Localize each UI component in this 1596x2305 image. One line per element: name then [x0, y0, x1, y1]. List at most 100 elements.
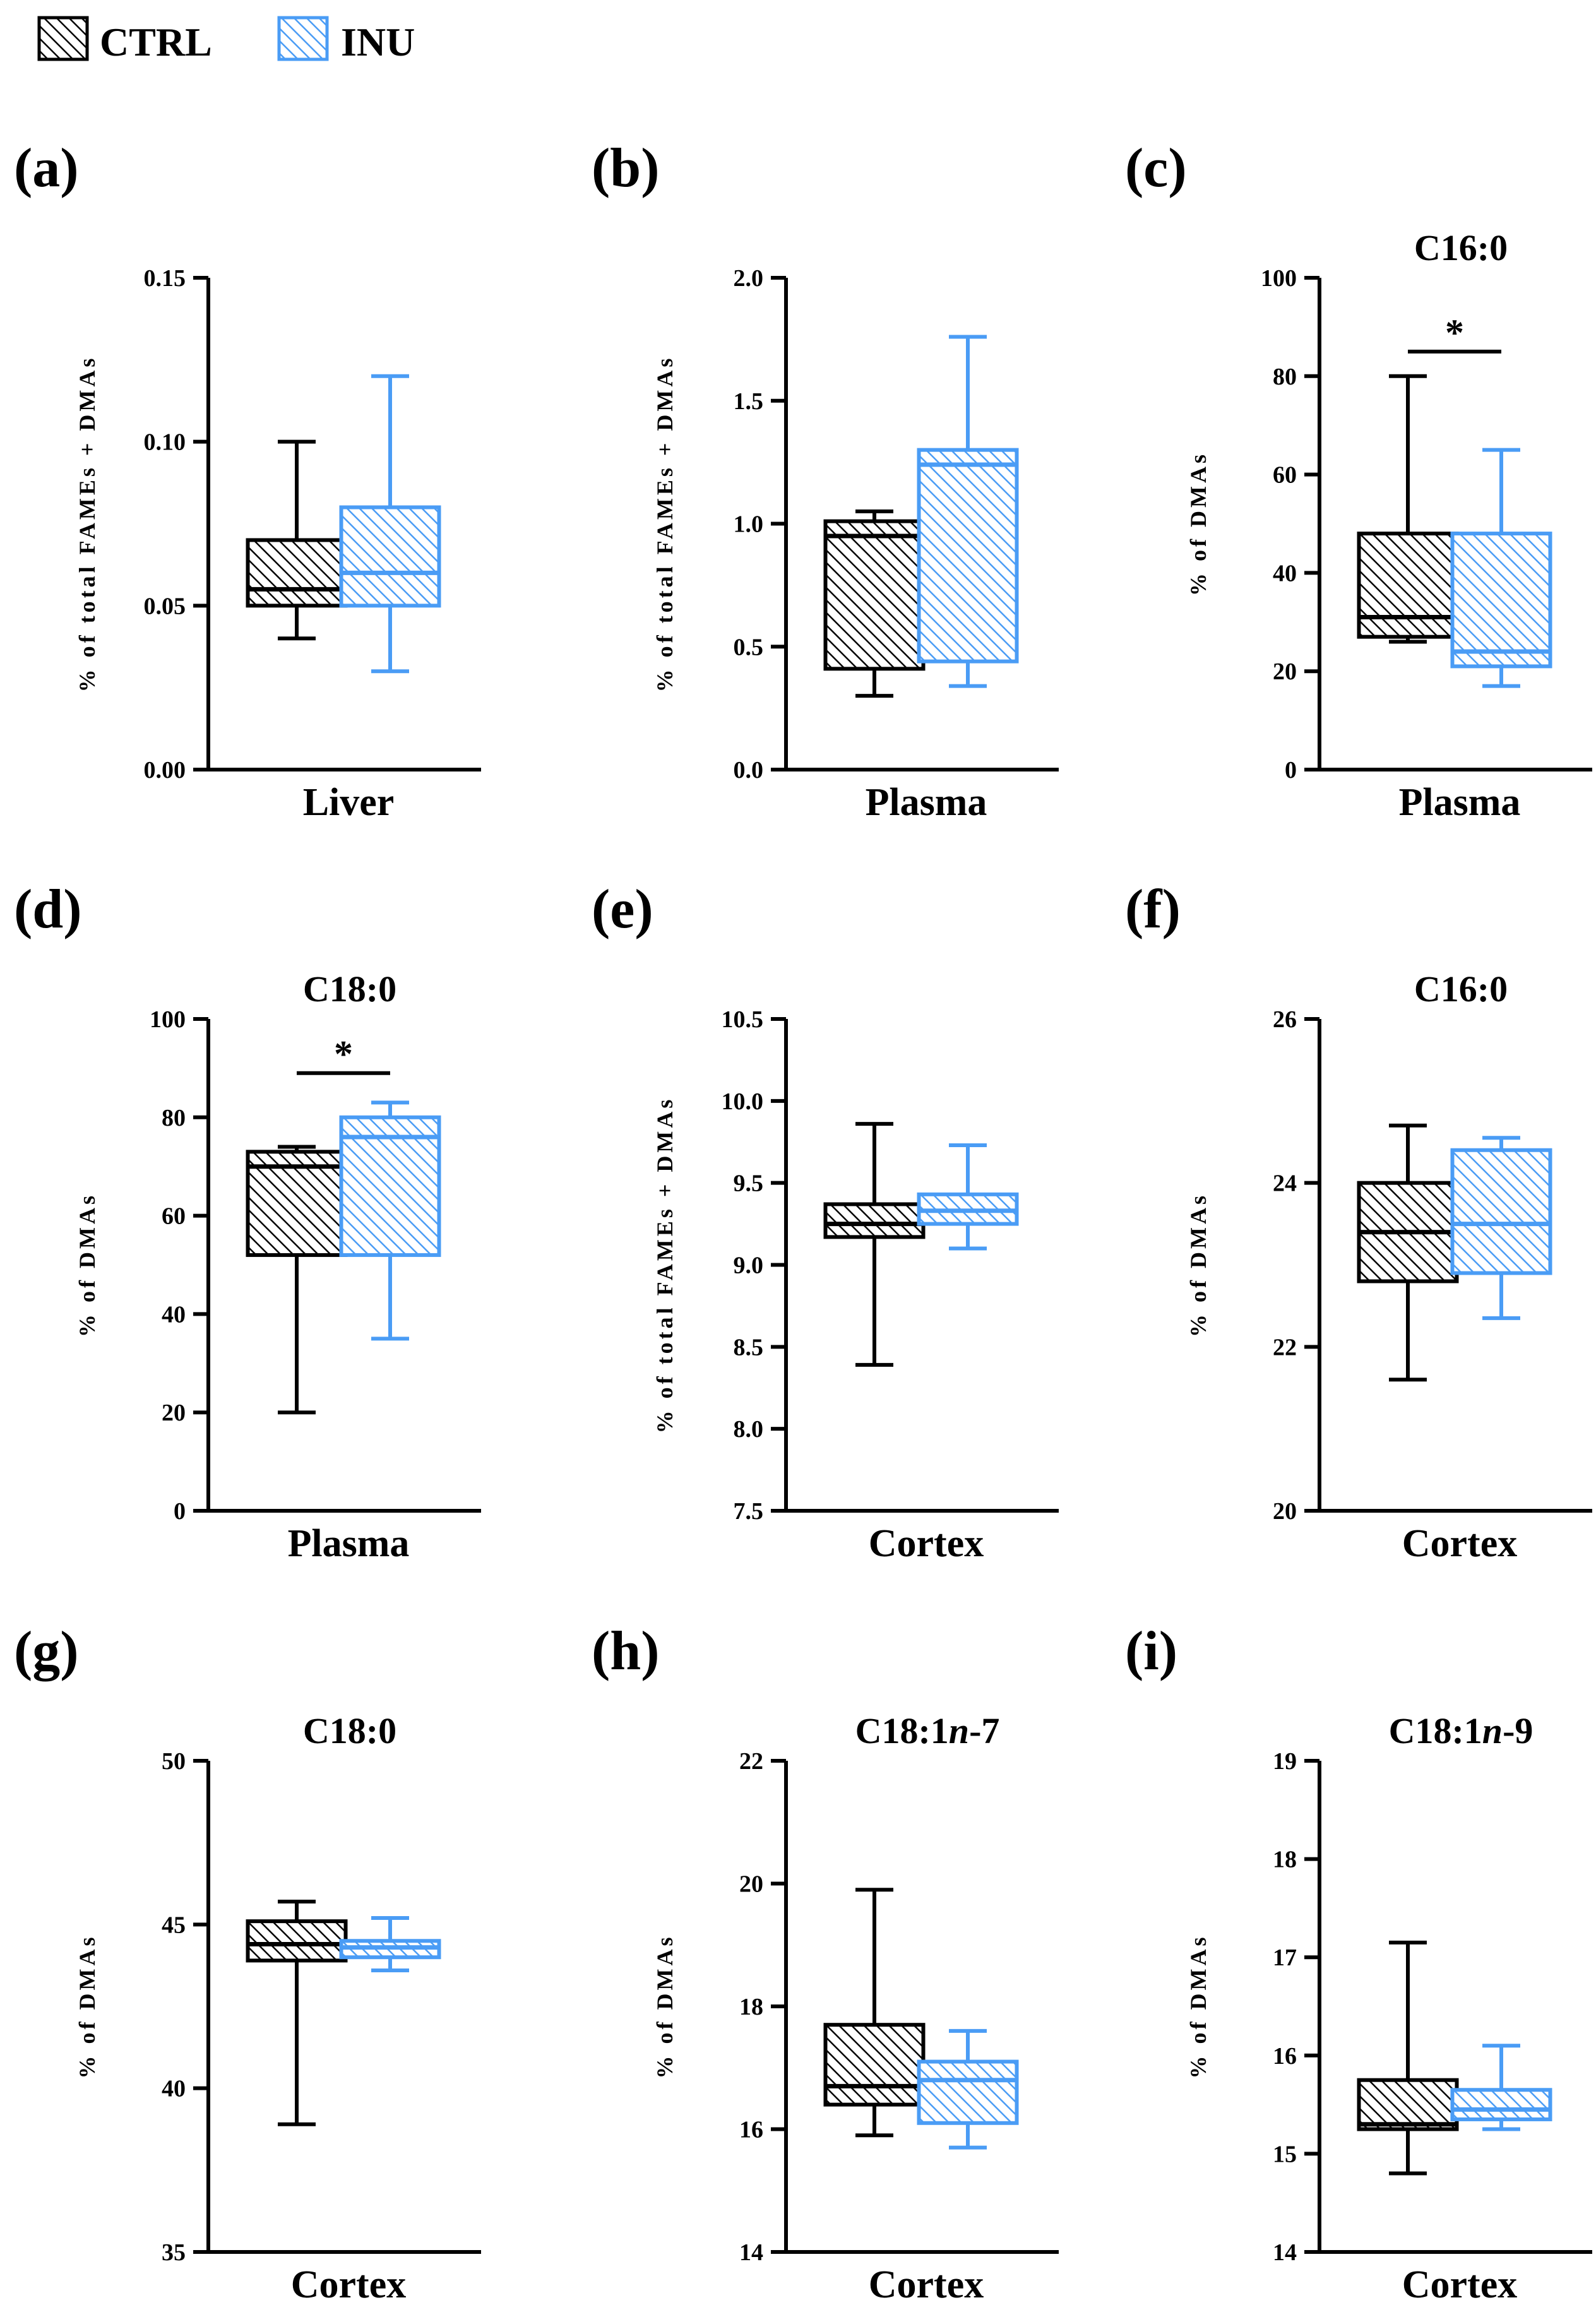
panel-title: C18:1n-9	[1389, 1710, 1533, 1751]
box-inu	[339, 374, 441, 674]
panel-title: C16:0	[1414, 968, 1508, 1010]
y-axis-label: % of total FAMEs + DMAs	[652, 1097, 677, 1434]
iqr-box-inu	[1450, 2088, 1552, 2121]
iqr-box-ctrl	[823, 2023, 926, 2107]
y-tick-label: 20	[1273, 1498, 1297, 1525]
box-inu	[917, 335, 1019, 688]
panel-g: (g) C18:0 35 40 45 50 % of DMAs Cortex	[14, 1621, 481, 2305]
y-tick-label: 16	[739, 2117, 763, 2143]
legend-item-inu: INU	[277, 16, 415, 64]
panel-letter: (e)	[592, 879, 653, 940]
panel-i: (i) C18:1n-9 14 15 16 17 18 19 % of DMAs Cortex	[1125, 1621, 1592, 2305]
legend: CTRL INU	[37, 16, 415, 64]
y-tick-label: 20	[739, 1871, 763, 1898]
y-tick-label: 0.0	[734, 757, 764, 783]
box-inu	[339, 1915, 441, 1972]
y-tick-label: 0.00	[144, 757, 186, 783]
significance-star: *	[1445, 312, 1464, 354]
panel-letter: (b)	[592, 138, 660, 199]
y-tick-label: 0	[174, 1498, 186, 1525]
box-ctrl	[1357, 374, 1459, 644]
panel-c: (c) C16:0 0 20 40 60 80 100 % of DMAs Plasma *	[1125, 138, 1592, 824]
panel-letter: (a)	[14, 138, 79, 199]
y-tick-label: 15	[1273, 2141, 1297, 2167]
legend-swatch-inu	[277, 16, 329, 61]
y-tick-label: 0.10	[144, 429, 186, 456]
box-ctrl	[246, 439, 348, 641]
y-tick-label: 80	[162, 1105, 186, 1131]
y-axis-label: % of DMAs	[74, 1934, 100, 2079]
legend-item-ctrl: CTRL	[37, 16, 212, 64]
panel-letter: (i)	[1125, 1621, 1177, 1682]
panel-b: (b) 0.0 0.5 1.0 1.5 2.0 % of total FAMEs + DMA…	[592, 138, 1059, 824]
panel-letter: (h)	[592, 1621, 660, 1682]
y-tick-label: 1.5	[734, 388, 764, 415]
y-tick-label: 14	[1273, 2239, 1297, 2266]
y-axis-label: % of DMAs	[1186, 451, 1211, 596]
y-tick-label: 45	[162, 1912, 186, 1938]
y-axis-label: % of total FAMEs + DMAs	[652, 355, 677, 693]
panel-title: C18:0	[303, 1710, 396, 1751]
iqr-box-ctrl	[823, 519, 926, 671]
y-tick-label: 7.5	[734, 1498, 764, 1525]
y-tick-label: 18	[1273, 1847, 1297, 1873]
y-tick-label: 0.05	[144, 593, 186, 619]
iqr-box-inu	[339, 505, 441, 608]
y-tick-label: 35	[162, 2239, 186, 2266]
box-ctrl	[1357, 1123, 1459, 1382]
panel-f: (f) C16:0 20 22 24 26 % of DMAs Cortex	[1125, 879, 1592, 1565]
y-tick-label: 0.5	[734, 634, 764, 660]
y-tick-label: 9.5	[734, 1170, 764, 1197]
y-tick-label: 60	[1273, 462, 1297, 489]
y-tick-label: 40	[162, 1301, 186, 1328]
iqr-box-ctrl	[246, 1150, 348, 1257]
y-axis-label: % of total FAMEs + DMAs	[74, 355, 100, 693]
y-tick-label: 26	[1273, 1006, 1297, 1033]
panel-letter: (g)	[14, 1621, 79, 1682]
x-axis-label: Plasma	[1399, 781, 1521, 824]
x-axis-label: Cortex	[869, 1522, 984, 1565]
x-axis-label: Cortex	[1402, 1522, 1517, 1565]
significance-star: *	[334, 1033, 353, 1075]
box-inu	[1450, 448, 1552, 688]
box-ctrl	[1357, 1940, 1459, 2176]
panel-h: (h) C18:1n-7 14 16 18 20 22 % of DMAs Cortex	[592, 1621, 1059, 2305]
box-inu	[339, 1100, 441, 1341]
y-axis-label: % of DMAs	[1186, 1934, 1211, 2079]
y-tick-label: 8.5	[734, 1334, 764, 1361]
panel-title: C18:0	[303, 968, 396, 1010]
panels: (a)0.000.050.100.15% of total FAMEs + DM…	[14, 138, 1592, 2305]
panel-title: C16:0	[1414, 227, 1508, 268]
iqr-box-inu	[339, 1115, 441, 1257]
y-tick-label: 20	[162, 1400, 186, 1426]
y-tick-label: 100	[1261, 265, 1297, 292]
y-tick-label: 22	[1273, 1334, 1297, 1361]
y-tick-label: 10.0	[722, 1088, 764, 1115]
box-inu	[917, 2028, 1019, 2150]
y-tick-label: 0.15	[144, 265, 186, 292]
y-tick-label: 9.0	[734, 1253, 764, 1279]
y-tick-label: 80	[1273, 364, 1297, 390]
y-tick-label: 0	[1285, 757, 1297, 783]
y-tick-label: 50	[162, 1748, 186, 1775]
y-tick-label: 20	[1273, 658, 1297, 685]
box-ctrl	[823, 509, 926, 698]
y-tick-label: 17	[1273, 1945, 1297, 1971]
box-inu	[917, 1143, 1019, 1251]
panel-letter: (d)	[14, 879, 82, 940]
iqr-box-ctrl	[1357, 2078, 1459, 2131]
box-ctrl	[823, 1122, 926, 1367]
box-ctrl	[246, 1145, 348, 1415]
panel-title: C18:1n-7	[855, 1710, 1000, 1751]
y-tick-label: 8.0	[734, 1416, 764, 1443]
y-tick-label: 24	[1273, 1170, 1297, 1197]
panel-letter: (f)	[1125, 879, 1181, 940]
y-tick-label: 40	[162, 2076, 186, 2102]
x-axis-label: Cortex	[869, 2263, 984, 2305]
iqr-box-ctrl	[246, 538, 348, 608]
y-axis-label: % of DMAs	[652, 1934, 677, 2079]
y-tick-label: 40	[1273, 560, 1297, 587]
iqr-box-inu	[1450, 532, 1552, 669]
y-tick-label: 1.0	[734, 511, 764, 538]
